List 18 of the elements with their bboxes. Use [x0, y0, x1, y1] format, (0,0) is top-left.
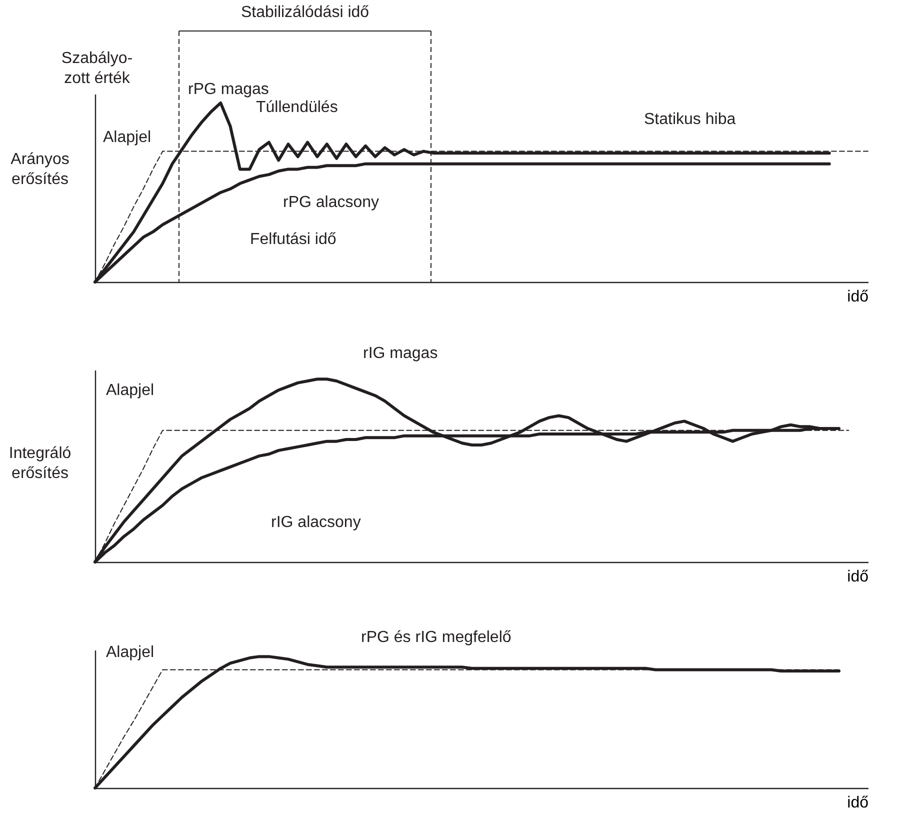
annotation: Alapjel	[106, 644, 154, 661]
y-axis-title: Arányos erősítés	[10, 151, 70, 188]
annotation: Felfutási idő	[250, 231, 336, 248]
text: rPG és rIG megfelelő	[361, 629, 512, 646]
annotation: Statikus hiba	[644, 111, 736, 128]
text: rIG magas	[363, 345, 438, 362]
y-axis-title: Integráló erősítés	[8, 445, 72, 482]
annotation: Túllendülés	[256, 99, 338, 116]
annotation: Alapjel	[106, 382, 154, 399]
x-axis-title: idő	[847, 568, 869, 586]
text: rPG magas	[188, 81, 269, 98]
annotation: Alapjel	[103, 129, 152, 146]
annotation: rIG alacsony	[271, 514, 361, 531]
text: Stabilizálódási idő	[240, 4, 370, 21]
annotation: rPG alacsony	[283, 194, 380, 211]
x-axis-title: idő	[847, 288, 869, 306]
chart-title: Szabályo- zott érték	[61, 50, 133, 87]
x-axis-title: idő	[847, 794, 869, 812]
